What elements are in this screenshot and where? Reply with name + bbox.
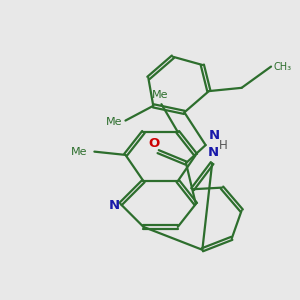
- Text: N: N: [109, 199, 120, 212]
- Text: Me: Me: [152, 90, 168, 100]
- Text: Me: Me: [106, 117, 122, 127]
- Text: H: H: [219, 139, 228, 152]
- Text: N: N: [208, 146, 219, 159]
- Text: Me: Me: [70, 147, 87, 157]
- Text: CH₃: CH₃: [274, 61, 292, 72]
- Text: O: O: [148, 137, 159, 150]
- Text: N: N: [209, 129, 220, 142]
